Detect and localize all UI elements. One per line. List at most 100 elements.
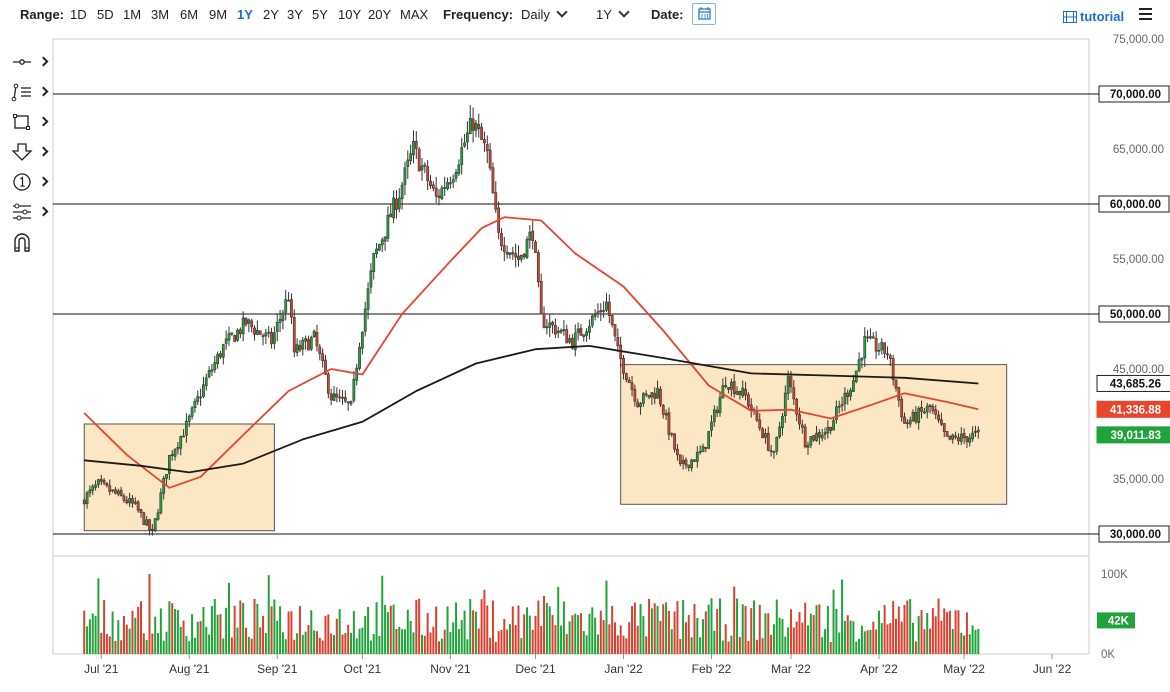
crosshair-tool[interactable] — [10, 52, 50, 74]
volume-bar — [914, 641, 917, 654]
candle-body — [434, 187, 438, 197]
date-picker-button[interactable] — [692, 3, 716, 25]
volume-bar — [176, 610, 179, 654]
range-button-9m[interactable]: 9M — [209, 7, 228, 22]
range-button-20y[interactable]: 20Y — [368, 7, 392, 22]
range-button-5d[interactable]: 5D — [97, 7, 114, 22]
candle-body — [968, 437, 972, 443]
range-button-10y[interactable]: 10Y — [338, 7, 362, 22]
volume-bar — [384, 604, 387, 654]
candle-body — [99, 479, 103, 482]
volume-bar — [293, 639, 296, 654]
volume-bar — [781, 618, 784, 654]
arrow-tool[interactable] — [10, 142, 50, 164]
volume-bar — [352, 611, 355, 654]
volume-bar — [386, 612, 389, 654]
range-button-1m[interactable]: 1M — [123, 7, 142, 22]
level-label-box — [1098, 305, 1170, 323]
candle-body — [190, 407, 194, 417]
candle-body — [301, 339, 305, 350]
candle-body — [485, 144, 489, 151]
range-button-3m[interactable]: 3M — [151, 7, 170, 22]
volume-bar — [466, 639, 469, 654]
volume-bar — [562, 601, 565, 654]
volume-bar — [877, 610, 880, 654]
candle-body — [358, 346, 361, 369]
volume-bar — [401, 629, 404, 654]
candle-body — [165, 474, 168, 479]
candle-body — [287, 299, 290, 302]
volume-bar — [506, 629, 509, 654]
volume-bar — [179, 627, 182, 654]
volume-bar — [974, 630, 977, 654]
period-select[interactable]: 1Y — [596, 6, 630, 22]
trendline-tool[interactable] — [10, 82, 50, 104]
candle-body — [925, 405, 929, 413]
candle-body — [701, 446, 705, 453]
volume-bar — [650, 608, 653, 654]
candle-body — [551, 321, 554, 326]
volume-bar — [341, 634, 344, 654]
range-button-1d[interactable]: 1D — [70, 7, 87, 22]
candle-body — [667, 412, 671, 435]
level-label: 60,000.00 — [1110, 199, 1161, 211]
volume-bar — [554, 625, 557, 654]
candle-body — [326, 373, 330, 394]
range-button-2y[interactable]: 2Y — [263, 7, 279, 22]
magnet-tool[interactable] — [10, 232, 50, 254]
shape-tool[interactable] — [10, 112, 50, 134]
volume-bar — [812, 615, 815, 654]
volume-bar — [227, 582, 230, 654]
hamburger-menu-icon[interactable] — [1139, 8, 1152, 20]
volume-bar — [375, 602, 378, 654]
annotation-tool[interactable] — [10, 172, 50, 194]
candle-body — [324, 359, 327, 375]
volume-bar — [622, 635, 625, 654]
candle-body — [125, 499, 129, 504]
candle-body — [940, 419, 943, 425]
candle-body — [653, 393, 657, 399]
candle-body — [392, 197, 395, 219]
range-button-max[interactable]: MAX — [400, 7, 429, 22]
volume-bar — [758, 604, 761, 654]
trendline-icon — [11, 83, 31, 102]
candle-body — [267, 331, 271, 334]
volume-bar — [789, 609, 792, 654]
candle-body — [97, 479, 100, 485]
range-button-6m[interactable]: 6M — [180, 7, 199, 22]
volume-bar — [738, 637, 741, 654]
volume-bar — [503, 618, 506, 654]
candle-body — [542, 313, 546, 328]
candle-body — [573, 332, 577, 350]
candle-body — [397, 197, 401, 209]
range-button-1y[interactable]: 1Y — [237, 7, 253, 22]
film-icon — [1063, 11, 1077, 23]
volume-bar — [120, 640, 123, 654]
candle-body — [894, 379, 898, 389]
volume-bar — [713, 630, 716, 654]
candle-body — [849, 390, 852, 397]
candle-body — [812, 435, 816, 441]
candle-body — [150, 528, 154, 531]
candle-body — [162, 477, 166, 494]
frequency-select[interactable]: Daily — [521, 6, 568, 22]
candle-body — [406, 159, 410, 167]
candle-body — [576, 328, 580, 333]
volume-bar — [94, 615, 97, 654]
candle-body — [568, 338, 571, 343]
range-button-5y[interactable]: 5Y — [312, 7, 328, 22]
candle-body — [951, 434, 955, 440]
indicator-tool[interactable] — [10, 202, 50, 224]
candle-body — [409, 153, 413, 161]
volume-bar — [284, 639, 287, 654]
volume-bar — [298, 606, 301, 654]
price-tag-label: 41,336.88 — [1110, 404, 1162, 416]
volume-bar — [105, 634, 108, 654]
candle-body — [837, 405, 841, 408]
candle-body — [116, 490, 120, 495]
range-button-3y[interactable]: 3Y — [287, 7, 303, 22]
volume-bar — [432, 626, 435, 654]
volume-bar — [565, 634, 568, 654]
volume-bar — [809, 613, 812, 654]
